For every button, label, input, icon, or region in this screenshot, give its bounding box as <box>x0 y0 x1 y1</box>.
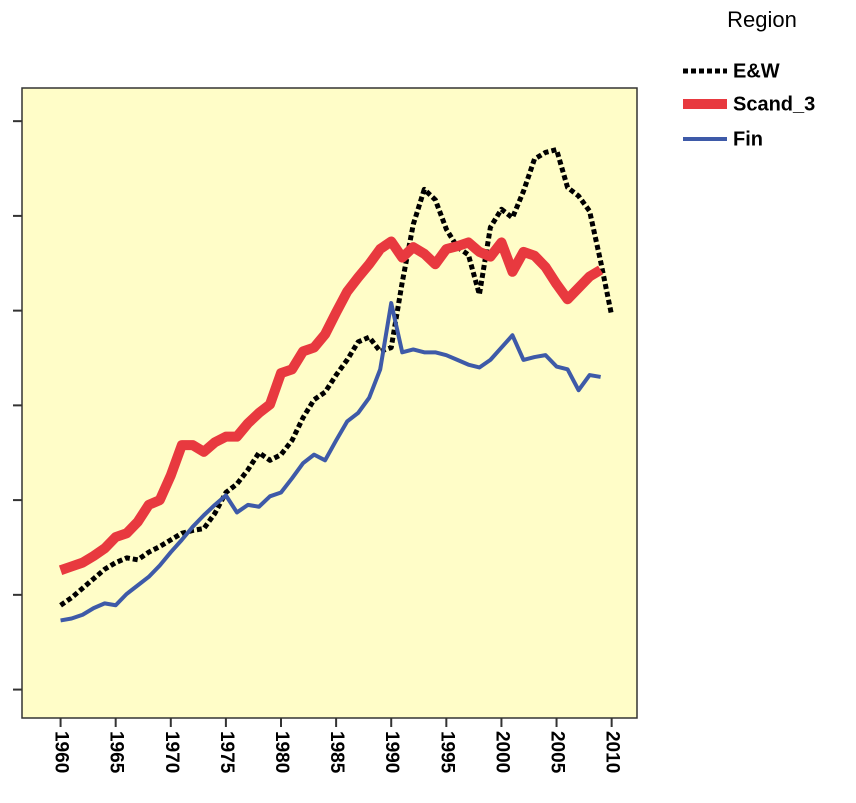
x-tick-label: 1985 <box>326 731 347 774</box>
series-line <box>58 236 604 575</box>
x-tick-label: 2010 <box>602 731 623 773</box>
legend-label: Scand_3 <box>733 93 815 115</box>
x-tick-label: 1980 <box>271 731 292 773</box>
series-line <box>59 147 615 608</box>
x-tick-label: 1995 <box>436 731 457 774</box>
x-tick-label: 2005 <box>547 731 568 774</box>
x-tick-label: 1960 <box>51 731 72 773</box>
x-tick-label: 1970 <box>161 731 182 773</box>
series-line <box>60 301 601 623</box>
legend-label: E&W <box>733 60 780 82</box>
legend-label: Fin <box>733 128 763 150</box>
plot-area <box>21 87 638 719</box>
x-tick-label: 1975 <box>216 731 237 774</box>
x-tick-label: 1965 <box>106 731 127 774</box>
legend-title: Region <box>727 7 797 32</box>
x-tick-label: 2000 <box>491 731 512 773</box>
x-tick-label: 1990 <box>381 731 402 773</box>
